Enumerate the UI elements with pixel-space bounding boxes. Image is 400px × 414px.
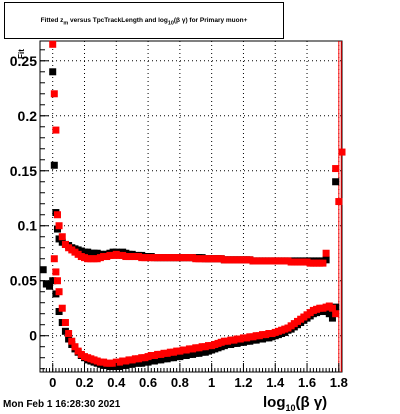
x-tick-label: 1.4: [266, 375, 285, 390]
y-tick-label: 0.15: [10, 163, 37, 179]
vertical-markers: [338, 41, 342, 372]
x-tick-label: 1.6: [298, 375, 316, 390]
red-marker: [58, 233, 66, 241]
red-marker: [53, 211, 61, 219]
black-marker: [325, 310, 333, 318]
y-axis-label: Fit: [17, 49, 26, 59]
x-axis-ticks: 0 0.2 0.4 0.6 0.8 1 1.2 1.4 1.6 1.8: [42, 363, 348, 390]
y-tick-label: 0.1: [18, 218, 38, 234]
red-marker: [50, 255, 58, 263]
y-axis-ticks: 0 0.05 0.1 0.15 0.2 0.25: [10, 49, 49, 370]
red-marker: [55, 288, 63, 296]
title-suffix: (β γ) for Primary muon+: [173, 17, 248, 24]
x-axis-label: log10(β γ): [263, 394, 327, 413]
x-label-main: log: [263, 394, 286, 411]
red-marker: [332, 310, 340, 318]
data-points: [39, 40, 346, 371]
y-tick-label: 0.25: [10, 53, 37, 69]
title-sub1: m: [63, 20, 69, 27]
red-marker: [65, 330, 73, 338]
x-tick-label: 1.2: [234, 375, 252, 390]
black-marker: [46, 282, 54, 290]
red-marker: [61, 319, 69, 327]
red-marker: [328, 304, 336, 312]
y-tick-label: 0.2: [18, 108, 38, 124]
title-sub2: 10: [167, 20, 174, 27]
x-tick-label: 1.8: [330, 375, 348, 390]
black-marker: [49, 68, 57, 76]
x-tick-label: 0: [49, 375, 56, 390]
x-tick-label: 0.4: [107, 375, 126, 390]
black-marker: [50, 161, 58, 169]
red-marker: [319, 259, 327, 267]
chart-title: Fitted zm versus TpcTrackLength and log1…: [5, 17, 283, 26]
title-mid: versus TpcTrackLength and log: [68, 17, 168, 24]
title-prefix: Fitted z: [40, 17, 64, 24]
timestamp: Mon Feb 1 16:28:30 2021: [3, 399, 121, 410]
x-label-sub: 10: [286, 403, 296, 413]
plot-frame: [39, 40, 343, 373]
y-tick-label: 0: [29, 328, 37, 344]
x-tick-label: 0.2: [75, 375, 93, 390]
red-marker: [322, 249, 330, 257]
red-marker: [53, 277, 61, 285]
y-tick-label: 0.05: [10, 273, 37, 289]
red-marker: [68, 337, 76, 345]
red-marker: [49, 40, 57, 48]
red-marker: [71, 343, 79, 351]
black-marker: [328, 314, 336, 322]
title-box: Fitted zm versus TpcTrackLength and log1…: [4, 2, 284, 39]
black-marker: [332, 178, 340, 186]
x-tick-label: 0.8: [171, 375, 189, 390]
red-marker: [52, 126, 60, 134]
red-marker: [335, 198, 343, 206]
red-marker: [338, 148, 346, 156]
red-marker: [332, 165, 340, 173]
black-marker: [49, 277, 57, 285]
x-tick-label: 1: [208, 375, 215, 390]
red-marker: [50, 90, 58, 98]
red-marker: [55, 222, 63, 230]
x-tick-label: 0.6: [139, 375, 157, 390]
red-marker: [52, 268, 60, 276]
red-marker: [58, 304, 66, 312]
x-label-rest: (β γ): [296, 394, 328, 411]
